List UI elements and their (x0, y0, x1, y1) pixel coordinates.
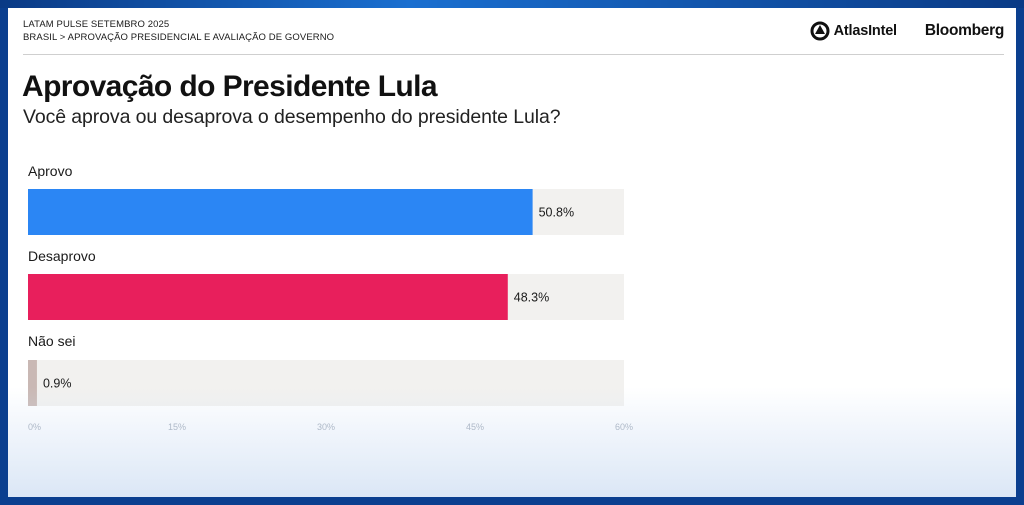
bar-chart: Aprovo 50.8% Desaprovo 48.3% Não sei 0.9% 0% 15… (28, 163, 633, 432)
survey-name: LATAM PULSE SETEMBRO 2025 (23, 19, 170, 30)
category-label: Não sei (28, 333, 75, 349)
atlasintel-mark-icon (810, 21, 830, 41)
bar-2 (28, 274, 508, 320)
brand-logos: AtlasIntel Bloomberg (810, 20, 1004, 42)
data-label: 48.3% (514, 291, 549, 305)
bar-1 (28, 189, 533, 235)
chart-subtitle: Você aprova ou desaprova o desempenho do… (23, 106, 561, 128)
atlasintel-wordmark: AtlasIntel (833, 23, 897, 39)
data-label: 0.9% (43, 377, 72, 391)
category-label: Desaprovo (28, 248, 96, 264)
category-label: Aprovo (28, 163, 73, 179)
presentation-slide: LATAM PULSE SETEMBRO 2025 BRASIL > APROV… (8, 8, 1016, 497)
x-tick-label: 30% (317, 422, 335, 432)
x-tick-label: 45% (466, 422, 484, 432)
x-tick-label: 60% (615, 422, 633, 432)
breadcrumb: BRASIL > APROVAÇÃO PRESIDENCIAL E AVALIA… (23, 32, 335, 43)
bar-3 (28, 360, 37, 406)
bloomberg-wordmark: Bloomberg (924, 22, 1004, 39)
screen-frame-top (0, 0, 1024, 8)
header-meta: LATAM PULSE SETEMBRO 2025 BRASIL > APROV… (23, 18, 334, 44)
atlasintel-logo: AtlasIntel (810, 21, 897, 41)
data-label: 50.8% (539, 206, 574, 220)
x-tick-label: 15% (168, 422, 186, 432)
x-tick-label: 0% (28, 422, 41, 432)
bar-track (28, 360, 624, 406)
chart-title: Aprovação do Presidente Lula (22, 70, 438, 103)
header-divider (23, 54, 1004, 55)
